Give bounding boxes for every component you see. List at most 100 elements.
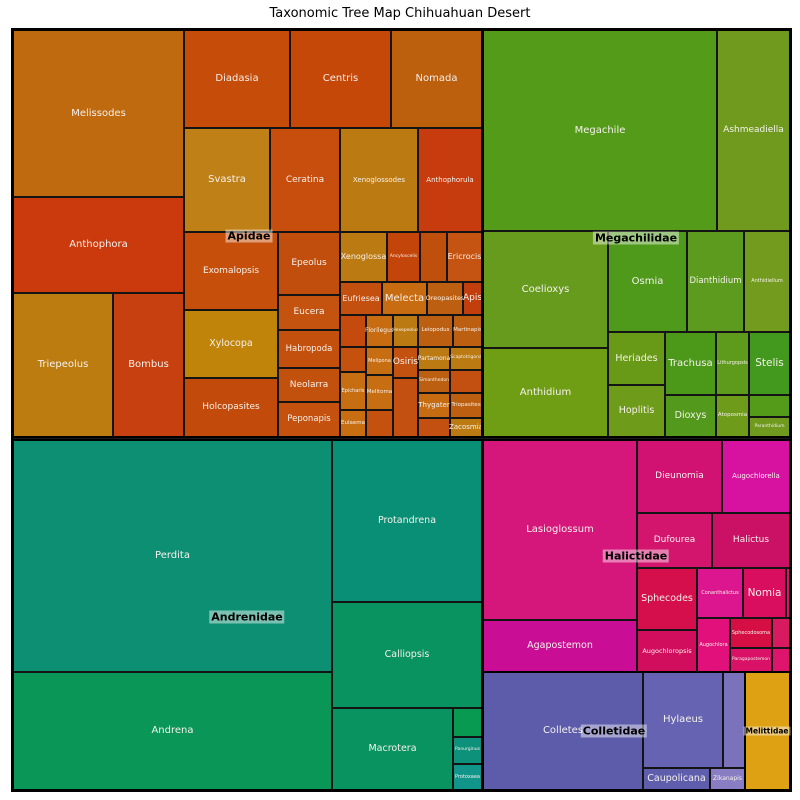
family-label-apidae: Apidae [225,229,273,243]
genus-label: Augochloropsis [642,646,692,655]
family-label-melittidae: Melittidae [743,726,791,736]
cell-paranthidium: Paranthidium [749,417,790,437]
cell-lasioglossum: Lasioglossum [483,440,637,620]
cell-halictus: Halictus [712,513,790,568]
cell-lithurgopsis: Lithurgopsis [716,332,749,395]
cell-xenoglossa: Xenoglossa [340,232,387,282]
genus-label: Osmia [631,275,664,287]
cell-hoplitis: Hoplitis [608,385,665,437]
genus-label: Anthidiellum [751,278,783,284]
cell-osmia: Osmia [608,231,687,332]
genus-label: Simanthedon [419,378,449,384]
genus-label: Hylaeus [662,714,704,725]
genus-label: Dieunomia [655,471,704,481]
cell-calliopsis: Calliopsis [332,602,482,708]
genus-label: Megachile [574,124,626,136]
cell-anthophorula: Anthophorula [418,128,482,232]
genus-label: Epicharis [341,387,365,394]
cell-dieunomia: Dieunomia [637,440,722,513]
cell-zacosmia: Zacosmia [449,418,483,437]
cell-melecta: Melecta [382,282,427,315]
cell-apis: Apis [463,282,482,315]
genus-label: Coelioxys [521,283,570,295]
genus-label: Exomalopsis [202,265,260,276]
cell-hexepeolus: Hexepeolus [392,315,419,347]
cell-protoxaea: Protoxaea [453,764,482,790]
cell-panurginus: Panurginus [453,737,482,764]
genus-label: Eucera [293,307,325,317]
genus-label: Anthophora [69,239,128,250]
cell-unlabeled [420,232,447,282]
cell-simanthedon: Simanthedon [418,370,450,393]
genus-label: Melitoma [366,388,393,395]
family-label-colletidae: Colletidae [580,724,648,738]
cell-caupolicana: Caupolicana [643,768,710,790]
cell-svastra: Svastra [184,128,270,232]
genus-label: Oreopasites [425,294,465,303]
cell-unlabeled [772,618,790,648]
genus-label: Eulaema [341,419,365,426]
cell-martinapis: Martinapis [453,315,482,347]
genus-label: Zacosmia [449,423,483,431]
genus-label: Ceratina [285,174,325,185]
genus-label: Perdita [155,550,190,561]
cell-melitoma: Melitoma [366,375,393,410]
cell-peponapis: Peponapis [278,402,340,437]
cell-augochlorella: Augochlorella [722,440,790,513]
cell-andrena: Andrena [13,672,332,790]
genus-label: Lasioglossum [526,524,594,535]
cell-augochlora: Augochlora [697,618,730,672]
genus-label: Anthophorula [426,175,474,184]
cell-epicharis: Epicharis [340,372,366,410]
genus-label: Augochlorella [732,472,780,480]
cell-heriades: Heriades [608,332,665,385]
cell-conanthalictus: Conanthalictus [697,568,743,618]
genus-label: Lithurgopsis [717,360,748,366]
cell-unlabeled [340,347,366,372]
cell-florilegus: Florilegus [365,315,394,347]
genus-label: Conanthalictus [701,589,739,596]
genus-label: Zikanapis [713,775,742,782]
cell-epeolus: Epeolus [278,232,340,295]
genus-label: Osiris [392,357,419,367]
cell-unlabeled [453,708,482,737]
genus-label: Dianthidium [689,276,742,287]
genus-label: Trachusa [668,357,713,369]
genus-label: Nomia [747,586,782,599]
genus-label: Eufriesea [342,293,380,303]
cell-partamona: Partamona [418,347,450,370]
cell-eucera: Eucera [278,295,340,330]
cell-neolarra: Neolarra [278,368,340,402]
cell-unlabeled [749,395,790,417]
cell-xenoglossodes: Xenoglossodes [340,128,418,232]
genus-label: Melipona [368,357,391,364]
genus-label: Protandrena [377,515,437,527]
cell-stelis: Stelis [749,332,790,395]
cell-diadasia: Diadasia [184,30,290,128]
genus-label: Panurginus [455,747,480,753]
genus-label: Dioxys [674,410,707,422]
cell-ancyloscelis: Ancyloscelis [387,232,420,282]
cell-nomada: Nomada [391,30,482,128]
genus-label: Stelis [755,357,784,370]
cell-exomalopsis: Exomalopsis [184,232,278,310]
cell-nomia: Nomia [743,568,786,618]
cell-thygater: Thygater [418,393,450,418]
genus-label: Paranthidium [754,423,785,429]
genus-label: Calliopsis [384,649,430,661]
cell-agapostemon: Agapostemon [483,620,637,672]
cell-sphecodosoma: Sphecodosoma [730,618,772,648]
genus-label: Melissodes [71,107,126,119]
cell-anthophora: Anthophora [13,197,184,293]
cell-augochloropsis: Augochloropsis [637,630,697,672]
cell-scaptotrigona: Scaptotrigona [450,347,482,370]
cell-unlabeled [418,418,450,437]
genus-label: Andrena [151,725,194,736]
genus-label: Partamona [417,354,451,362]
genus-label: Diadasia [215,73,259,84]
cell-holcopasites: Holcopasites [184,378,278,437]
genus-label: Hoplitis [618,405,655,417]
genus-label: Halictus [732,535,770,545]
genus-label: Scaptotrigona [450,355,482,361]
